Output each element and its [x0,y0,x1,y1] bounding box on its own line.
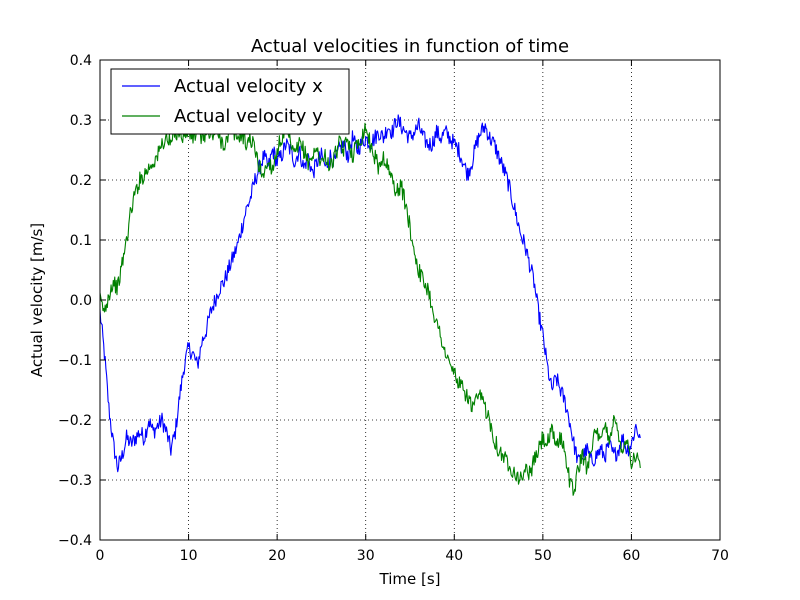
y-tick-label: 0.0 [70,293,92,309]
y-tick-label: −0.2 [58,413,92,429]
y-tick-label: −0.1 [58,353,92,369]
x-axis-label: Time [s] [379,570,441,588]
y-axis-label: Actual velocity [m/s] [28,223,46,377]
axis-ticks: 0 10 20 30 40 50 60 70 0.4 0.3 0.2 0.1 0.0 −0.1 −0.2 −0… [58,53,729,564]
plot-area [99,114,641,496]
x-tick-label: 50 [534,548,552,564]
x-tick-label: 30 [357,548,375,564]
y-tick-label: −0.3 [58,473,92,489]
legend-label-velocity-x: Actual velocity x [174,76,323,97]
x-tick-label: 10 [180,548,198,564]
x-tick-label: 70 [711,548,729,564]
legend: Actual velocity x Actual velocity y [110,68,350,135]
legend-box [110,68,350,135]
x-tick-label: 40 [445,548,463,564]
chart-title: Actual velocities in function of time [251,36,569,57]
x-tick-label: 0 [96,548,105,564]
y-tick-label: −0.4 [58,533,92,549]
x-tick-label: 20 [268,548,286,564]
y-tick-label: 0.4 [70,53,92,69]
y-tick-label: 0.3 [70,113,92,129]
series-line-actual-velocity-y [99,122,641,496]
x-tick-label: 60 [623,548,641,564]
legend-label-velocity-y: Actual velocity y [174,106,323,127]
y-tick-label: 0.2 [70,173,92,189]
y-tick-label: 0.1 [70,233,92,249]
